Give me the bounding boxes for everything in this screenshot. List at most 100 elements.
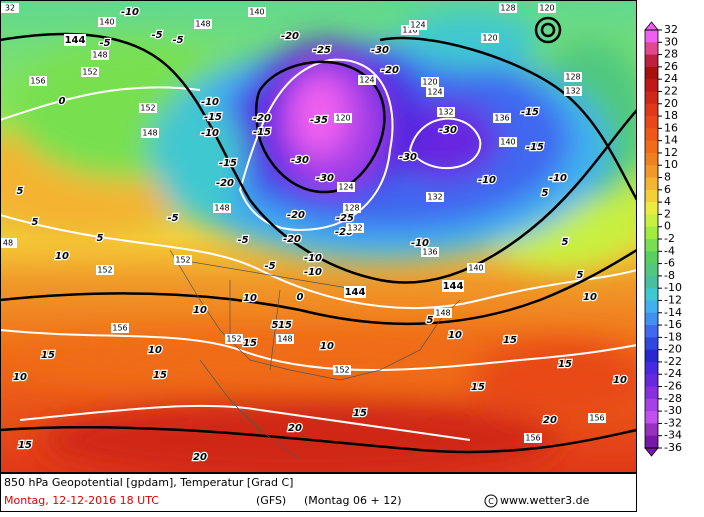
geopotential-label-box [499, 3, 517, 13]
temperature-label: 10 [583, 292, 597, 303]
temperature-label: 5 [97, 233, 104, 244]
temperature-label: 15 [353, 408, 367, 419]
footer-title: 850 hPa Geopotential [gpdam], Temperatur… [4, 476, 293, 489]
geopotential-label: 148 [92, 51, 107, 60]
colorbar-band [645, 66, 658, 80]
temperature-label: 20 [543, 415, 557, 426]
temperature-label: -20 [287, 210, 305, 221]
geopotential-label: 128 [565, 73, 580, 82]
colorbar-arrow [644, 21, 659, 31]
colorbar-tick-label: 24 [664, 72, 678, 85]
colorbar-tick-label: 10 [664, 158, 678, 171]
colorbar-tick-label: -26 [664, 380, 682, 393]
temperature-label: -20 [283, 234, 301, 245]
geopotential-label-box [358, 75, 376, 85]
geopotential-bold-box [344, 286, 366, 298]
geopotential-label-box [343, 203, 361, 213]
colorbar-band [645, 103, 658, 117]
geopotential-label-box [437, 107, 455, 117]
geopotential-label: 124 [410, 21, 425, 30]
geopotential-label-box [96, 265, 114, 275]
temperature-label: 5 [17, 186, 24, 197]
temperature-label: -10 [549, 173, 567, 184]
temperature-label: 10 [13, 372, 27, 383]
geopotential-label-box [538, 3, 556, 13]
temperature-label: 15 [503, 335, 517, 346]
colorbar-band [645, 30, 658, 43]
temperature-label: -10 [121, 7, 139, 18]
footer: 850 hPa Geopotential [gpdam], Temperatur… [0, 473, 637, 512]
geopotential-label: 120 [482, 34, 497, 43]
temperature-label: -5 [167, 213, 178, 224]
temperature-label: 10 [448, 330, 462, 341]
geopotential-bold-label: 144 [345, 287, 366, 298]
geopotential-label: 124 [359, 76, 374, 85]
temperature-label: -20 [281, 31, 299, 42]
geopotential-label: 152 [97, 266, 112, 275]
colorbar-band [645, 275, 658, 289]
colorbar-band [645, 337, 658, 351]
temperature-label: 5 [577, 270, 584, 281]
colorbar-tick-label: 8 [664, 171, 671, 184]
colorbar-tick-label: -32 [664, 416, 682, 429]
geopotential-bold-box [64, 34, 86, 46]
temperature-label: 0 [297, 292, 304, 303]
map-frame [0, 0, 637, 473]
geopotential-label: 132 [347, 224, 362, 233]
colorbar-tick-label: 20 [664, 97, 678, 110]
temperature-label: 10 [148, 345, 162, 356]
geopotential-label: 148 [142, 129, 157, 138]
colorbar-tick-label: 32 [664, 23, 678, 36]
temperature-label: -30 [291, 155, 309, 166]
colorbar-tick-label: -20 [664, 343, 682, 356]
geopotential-label-box [276, 334, 294, 344]
temperature-label: 5 [542, 188, 549, 199]
colorbar-band [645, 140, 658, 154]
geopotential-label-box [421, 77, 439, 87]
geopotential-label-box [248, 7, 266, 17]
footer-run: (Montag 06 + 12) [304, 494, 402, 507]
colorbar-tick-label: 26 [664, 60, 678, 73]
temperature-label: 15 [41, 350, 55, 361]
temperature-label: 15 [18, 440, 32, 451]
colorbar-band [645, 214, 658, 228]
geopotential-label: 148 [195, 20, 210, 29]
colorbar-band [645, 251, 658, 265]
geopotential-label: 124 [427, 88, 442, 97]
temperature-label: 20 [288, 423, 302, 434]
colorbar: 32302826242220181614121086420-2-4-6-8-10… [644, 21, 682, 457]
colorbar-tick-label: 4 [664, 195, 671, 208]
colorbar-tick-label: -8 [664, 269, 675, 282]
geopotential-label: 136 [494, 114, 509, 123]
colorbar-arrow [644, 447, 659, 457]
geopotential-label: 140 [99, 18, 114, 27]
geopotential-label: 128 [500, 4, 515, 13]
footer-model: (GFS) [256, 494, 286, 507]
geopotential-label: 148 [214, 204, 229, 213]
temperature-label: -10 [304, 267, 322, 278]
temperature-label: 5 [427, 315, 434, 326]
geopotential-label: 140 [500, 138, 515, 147]
geopotential-label: 120 [335, 114, 350, 123]
colorbar-band [645, 374, 658, 388]
temperature-label: -10 [478, 175, 496, 186]
geopotential-label-box [588, 413, 606, 423]
geopotential-label-box [467, 263, 485, 273]
geopotential-label-box [346, 223, 364, 233]
geopotential-label-box [213, 203, 231, 213]
geopotential-label: 32 [5, 4, 15, 13]
colorbar-band [645, 386, 658, 400]
geopotential-label-box [98, 17, 116, 27]
temperature-label: 5 [32, 217, 39, 228]
geopotential-label-box [434, 308, 452, 318]
colorbar-band [645, 398, 658, 412]
colorbar-band [645, 79, 658, 92]
geopotential-label: 152 [175, 256, 190, 265]
geopotential-bold-label: 144 [65, 35, 86, 46]
temperature-label: -5 [151, 30, 162, 41]
geopotential-label: 148 [435, 309, 450, 318]
footer-date: Montag, 12-12-2016 18 UTC [4, 494, 159, 507]
temperature-label: -15 [253, 127, 271, 138]
colorbar-tick-label: -22 [664, 355, 682, 368]
geopotential-label: 156 [112, 324, 127, 333]
